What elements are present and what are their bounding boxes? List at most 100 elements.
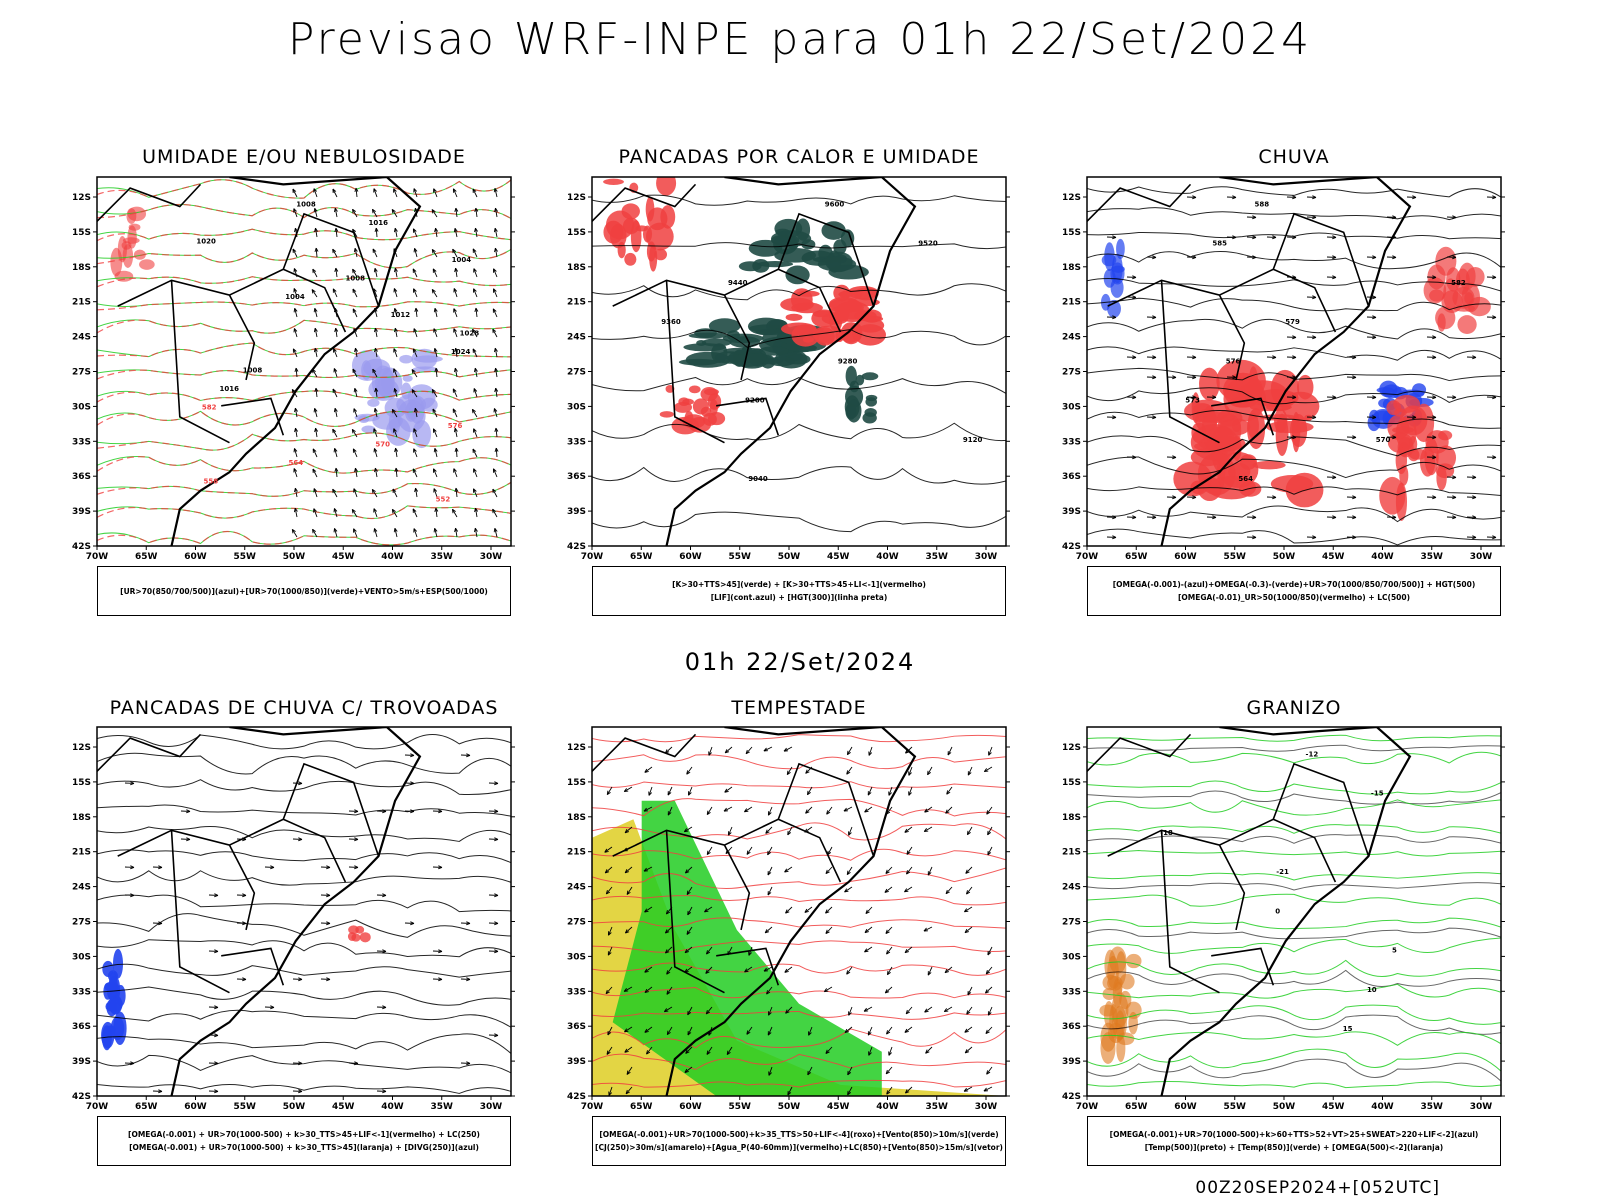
lon-tick-label: 55W	[1224, 552, 1247, 562]
contour-label: 585	[1212, 240, 1227, 248]
lon-tick-label: 55W	[729, 552, 752, 562]
lat-tick-label: 39S	[72, 1057, 91, 1067]
lon-tick-label: 45W	[332, 1102, 355, 1112]
contour-label: 582	[1451, 279, 1466, 287]
lon-tick-label: 40W	[876, 552, 899, 562]
lon-tick-label: 35W	[431, 552, 454, 562]
lon-tick-label: 40W	[1371, 552, 1394, 562]
legend-umidade: [UR>70(850/700/500)](azul)+[UR>70(1000/8…	[97, 566, 511, 616]
lat-tick-label: 39S	[567, 1057, 586, 1067]
lat-tick-label: 33S	[567, 437, 586, 447]
lon-tick-label: 65W	[135, 552, 158, 562]
lat-tick-label: 24S	[72, 333, 91, 343]
lon-tick-label: 65W	[630, 1102, 653, 1112]
lon-tick-label: 70W	[581, 552, 604, 562]
lat-tick-label: 15S	[72, 228, 91, 238]
lat-tick-label: 36S	[567, 1022, 586, 1032]
lat-tick-label: 24S	[72, 883, 91, 893]
lon-tick-label: 70W	[1076, 1102, 1099, 1112]
contour-label: 552	[436, 496, 451, 504]
lat-tick-label: 27S	[72, 918, 91, 928]
legend-line: [CJ(250)>30m/s](amarelo)+[Agua_P(40-60mm…	[595, 1143, 1003, 1152]
contour-label: 576	[1226, 357, 1241, 365]
lat-tick-label: 21S	[1062, 848, 1081, 858]
lat-tick-label: 30S	[1062, 402, 1081, 412]
lat-tick-label: 42S	[567, 1092, 586, 1102]
lon-tick-label: 40W	[381, 1102, 404, 1112]
lat-tick-label: 12S	[567, 193, 586, 203]
contour-label: 1016	[369, 219, 389, 227]
lat-tick-label: 42S	[1062, 1092, 1081, 1102]
contour-label: 9200	[745, 397, 765, 405]
lat-tick-label: 42S	[72, 1092, 91, 1102]
contour-label: 1008	[296, 201, 316, 209]
lon-tick-label: 45W	[332, 552, 355, 562]
contour-label: 10	[1367, 986, 1377, 994]
lat-tick-label: 27S	[72, 368, 91, 378]
lat-tick-label: 15S	[1062, 778, 1081, 788]
map-chuva: 588 585 582 579 576 573 570 564 12S 15S 18S 21S 24S 2…	[1062, 176, 1505, 562]
lon-tick-label: 45W	[827, 1102, 850, 1112]
legend-line: [UR>70(850/700/500)](azul)+[UR>70(1000/8…	[120, 586, 488, 596]
lon-tick-label: 60W	[1174, 552, 1197, 562]
panel-title-trovoadas: PANCADAS DE CHUVA C/ TROVOADAS	[109, 697, 499, 719]
legend-pancadas: [K>30+TTS>45](verde) + [K>30+TTS>45+LI<-…	[592, 566, 1006, 616]
contour-label: 1016	[219, 385, 239, 393]
lon-tick-label: 65W	[1125, 552, 1148, 562]
legend-line: [OMEGA(-0.001)+UR>70(1000-500)+k>35_TTS>…	[599, 1130, 999, 1139]
lon-tick-label: 55W	[729, 1102, 752, 1112]
legend-line: [K>30+TTS>45](verde) + [K>30+TTS>45+LI<-…	[672, 580, 926, 589]
lon-tick-label: 50W	[778, 1102, 801, 1112]
lat-tick-label: 24S	[1062, 883, 1081, 893]
contour-label: 9040	[748, 475, 768, 483]
map-pancadas: 9600 9520 9440 9360 9280 9200 9120 9040 12S 15S 18…	[567, 176, 1010, 562]
lat-tick-label: 12S	[72, 193, 91, 203]
contour-label: 1008	[243, 367, 263, 375]
panel-title-umidade: UMIDADE E/OU NEBULOSIDADE	[142, 146, 466, 168]
lon-tick-label: 30W	[1470, 552, 1493, 562]
panel-title-chuva: CHUVA	[1258, 146, 1330, 168]
contour-label: 1004	[285, 293, 305, 301]
contour-label: 9440	[728, 279, 748, 287]
lon-tick-label: 30W	[480, 1102, 503, 1112]
lon-tick-label: 40W	[876, 1102, 899, 1112]
lon-tick-label: 30W	[1470, 1102, 1493, 1112]
contour-label: 0	[1275, 907, 1280, 915]
contour-label: -15	[1371, 790, 1384, 798]
lon-tick-label: 60W	[679, 552, 702, 562]
lat-tick-label: 18S	[1062, 263, 1081, 273]
lat-tick-label: 18S	[1062, 813, 1081, 823]
legend-chuva: [OMEGA(-0.001)-(azul)+OMEGA(-0.3)-(verde…	[1087, 566, 1501, 616]
lon-tick-label: 35W	[926, 1102, 949, 1112]
contour-label: 1020	[196, 237, 216, 245]
lat-tick-label: 30S	[1062, 952, 1081, 962]
contour-label: 9360	[661, 318, 681, 326]
contour-label: 15	[1343, 1025, 1353, 1033]
lon-tick-label: 70W	[86, 552, 109, 562]
contour-label: -12	[1306, 751, 1319, 759]
lon-tick-label: 40W	[381, 552, 404, 562]
lat-tick-label: 24S	[1062, 333, 1081, 343]
legend-line: [OMEGA(-0.001) + UR>70(1000-500) + k>30_…	[128, 1130, 480, 1139]
lat-tick-label: 27S	[1062, 368, 1081, 378]
lon-tick-label: 65W	[1125, 1102, 1148, 1112]
legend-tempestade: [OMEGA(-0.001)+UR>70(1000-500)+k>35_TTS>…	[592, 1116, 1006, 1166]
lat-tick-label: 30S	[567, 952, 586, 962]
lon-tick-label: 60W	[679, 1102, 702, 1112]
lon-tick-label: 70W	[1076, 552, 1099, 562]
lon-tick-label: 70W	[581, 1102, 604, 1112]
lon-tick-label: 35W	[1421, 552, 1444, 562]
lon-tick-label: 35W	[926, 552, 949, 562]
lon-tick-label: 30W	[975, 552, 998, 562]
lat-tick-label: 18S	[72, 813, 91, 823]
contour-label: 570	[375, 440, 390, 448]
contour-label: 558	[204, 477, 219, 485]
lat-tick-label: 27S	[567, 918, 586, 928]
legend-line: [Temp(500)](preto) + [Temp(850)](verde) …	[1144, 1143, 1444, 1152]
lat-tick-label: 12S	[72, 743, 91, 753]
contour-label: 5	[1392, 947, 1397, 955]
contour-label: 582	[202, 403, 217, 411]
lon-tick-label: 55W	[234, 1102, 257, 1112]
contour-label: -21	[1276, 868, 1289, 876]
